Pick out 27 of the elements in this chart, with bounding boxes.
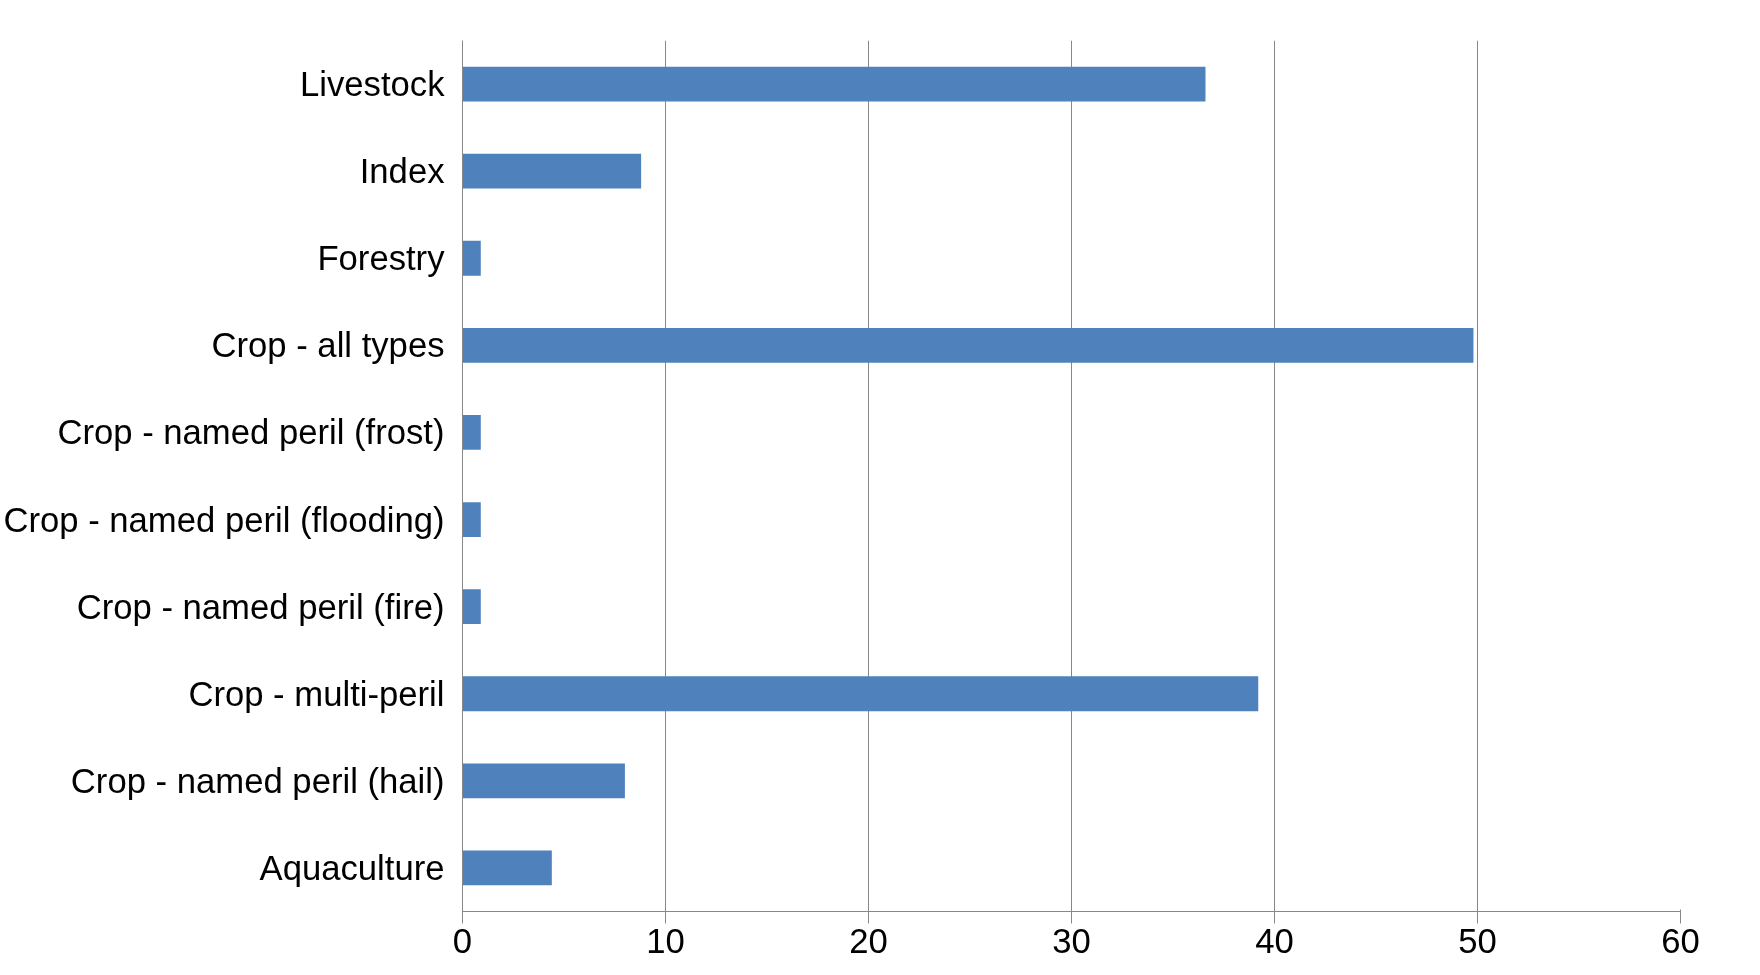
y-tick-label: Crop - named peril (fire) <box>76 587 445 626</box>
bar <box>462 676 1259 712</box>
bar <box>462 589 481 625</box>
y-tick-label: Livestock <box>300 65 446 104</box>
bar <box>462 502 481 537</box>
bar <box>462 850 552 886</box>
y-tick-label: Index <box>359 152 445 191</box>
x-tick-label: 20 <box>849 921 888 960</box>
bar <box>462 415 481 450</box>
y-tick-label: Crop - all types <box>211 326 445 365</box>
x-tick-label: 0 <box>452 921 473 960</box>
bar <box>462 763 625 799</box>
x-tick-label: 30 <box>1052 921 1091 960</box>
y-tick-label: Crop - named peril (frost) <box>57 413 445 452</box>
bar <box>462 240 481 276</box>
x-tick-label: 50 <box>1458 921 1497 960</box>
y-tick-label: Aquaculture <box>259 848 445 887</box>
y-tick-label: Forestry <box>317 239 446 278</box>
y-tick-label: Crop - multi-peril <box>188 674 445 713</box>
bar <box>462 153 642 189</box>
y-tick-label: Crop - named peril (flooding) <box>3 500 445 539</box>
x-tick-label: 60 <box>1661 921 1700 960</box>
x-tick-label: 40 <box>1255 921 1294 960</box>
bar <box>462 327 1474 363</box>
x-tick-label: 10 <box>646 921 685 960</box>
y-tick-label: Crop - named peril (hail) <box>70 761 445 800</box>
bar <box>462 66 1206 102</box>
